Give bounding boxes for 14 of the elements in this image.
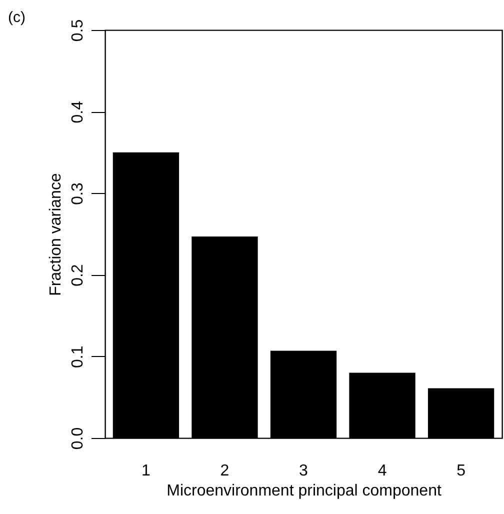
y-tick-label: 0.0: [70, 427, 86, 450]
x-tick-label: 4: [378, 462, 387, 480]
x-tick-label: 5: [456, 462, 466, 480]
y-axis-title: Fraction variance: [48, 173, 64, 296]
x-tick-label: 1: [142, 462, 151, 480]
x-tick-label: 2: [220, 462, 230, 480]
x-axis-title: Microenvironment principal component: [166, 482, 442, 500]
y-tick-label: 0.4: [70, 100, 86, 124]
y-tick-label: 0.3: [70, 182, 86, 205]
y-tick-label: 0.5: [70, 19, 86, 42]
y-tick-label: 0.1: [70, 346, 86, 368]
x-tick-label: 3: [299, 462, 308, 480]
text: (c): [8, 8, 26, 26]
y-tick-label: 0.2: [70, 264, 86, 286]
